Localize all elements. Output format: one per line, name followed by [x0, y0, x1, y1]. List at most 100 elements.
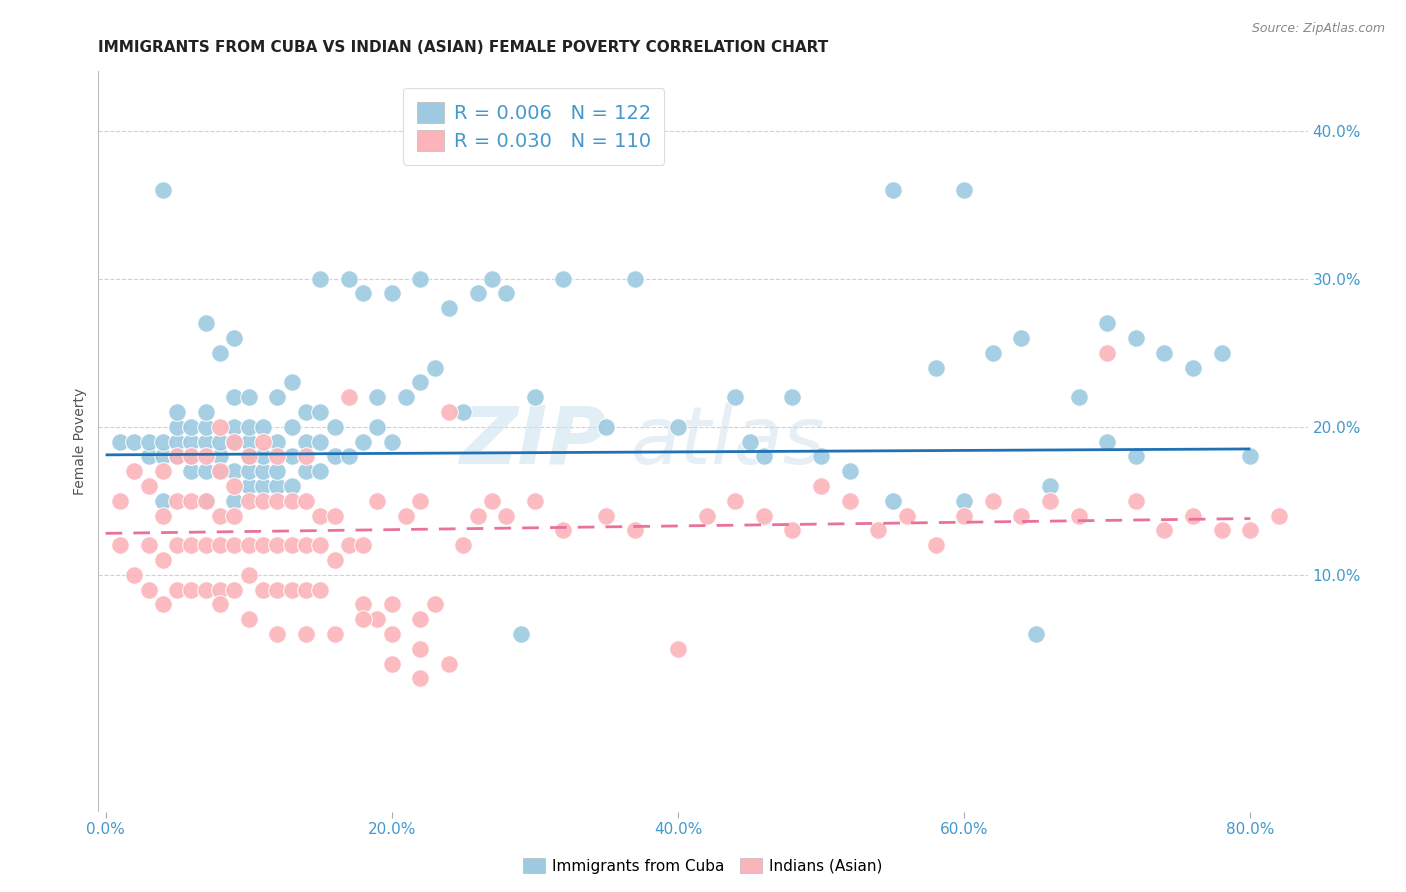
Point: [924, 360, 946, 375]
Point: [366, 612, 388, 626]
Point: [194, 538, 217, 552]
Point: [224, 390, 246, 404]
Point: [366, 390, 388, 404]
Point: [152, 493, 174, 508]
Point: [209, 508, 232, 523]
Point: [509, 627, 531, 641]
Point: [295, 434, 318, 449]
Point: [337, 271, 360, 285]
Point: [194, 582, 217, 597]
Point: [1182, 360, 1205, 375]
Point: [738, 434, 761, 449]
Point: [423, 360, 446, 375]
Point: [409, 641, 432, 656]
Point: [423, 598, 446, 612]
Point: [238, 450, 260, 464]
Point: [166, 405, 188, 419]
Point: [108, 434, 131, 449]
Point: [266, 538, 288, 552]
Text: atlas: atlas: [630, 402, 825, 481]
Point: [266, 582, 288, 597]
Point: [595, 508, 617, 523]
Point: [194, 493, 217, 508]
Point: [467, 508, 489, 523]
Point: [224, 479, 246, 493]
Point: [152, 464, 174, 478]
Point: [209, 450, 232, 464]
Point: [138, 450, 160, 464]
Point: [409, 376, 432, 390]
Point: [166, 450, 188, 464]
Point: [309, 434, 332, 449]
Point: [180, 450, 202, 464]
Point: [1039, 479, 1062, 493]
Point: [624, 271, 647, 285]
Point: [252, 419, 274, 434]
Point: [194, 405, 217, 419]
Point: [309, 582, 332, 597]
Point: [224, 582, 246, 597]
Point: [280, 582, 302, 597]
Point: [595, 419, 617, 434]
Point: [882, 493, 904, 508]
Point: [1211, 345, 1233, 359]
Point: [666, 419, 689, 434]
Point: [437, 657, 460, 671]
Point: [295, 405, 318, 419]
Point: [295, 538, 318, 552]
Point: [280, 493, 302, 508]
Point: [1211, 524, 1233, 538]
Point: [180, 434, 202, 449]
Legend: R = 0.006   N = 122, R = 0.030   N = 110: R = 0.006 N = 122, R = 0.030 N = 110: [404, 88, 665, 165]
Point: [953, 493, 976, 508]
Point: [523, 390, 546, 404]
Text: IMMIGRANTS FROM CUBA VS INDIAN (ASIAN) FEMALE POVERTY CORRELATION CHART: IMMIGRANTS FROM CUBA VS INDIAN (ASIAN) F…: [98, 40, 828, 55]
Point: [1097, 316, 1119, 330]
Point: [224, 538, 246, 552]
Point: [352, 538, 374, 552]
Point: [252, 538, 274, 552]
Point: [295, 493, 318, 508]
Point: [224, 419, 246, 434]
Point: [409, 493, 432, 508]
Point: [209, 538, 232, 552]
Point: [953, 183, 976, 197]
Text: ZIP: ZIP: [458, 402, 606, 481]
Point: [882, 183, 904, 197]
Point: [224, 331, 246, 345]
Point: [1097, 345, 1119, 359]
Point: [810, 479, 832, 493]
Point: [409, 672, 432, 686]
Point: [1067, 508, 1090, 523]
Point: [309, 538, 332, 552]
Point: [495, 286, 517, 301]
Point: [624, 524, 647, 538]
Point: [1039, 493, 1062, 508]
Text: Source: ZipAtlas.com: Source: ZipAtlas.com: [1251, 22, 1385, 36]
Point: [295, 450, 318, 464]
Point: [395, 390, 418, 404]
Point: [1067, 390, 1090, 404]
Point: [209, 434, 232, 449]
Point: [224, 434, 246, 449]
Point: [953, 508, 976, 523]
Point: [122, 567, 145, 582]
Point: [724, 390, 747, 404]
Point: [1153, 345, 1175, 359]
Point: [981, 493, 1004, 508]
Point: [1097, 434, 1119, 449]
Point: [352, 286, 374, 301]
Point: [309, 508, 332, 523]
Point: [481, 493, 503, 508]
Point: [122, 464, 145, 478]
Point: [238, 479, 260, 493]
Point: [453, 538, 475, 552]
Point: [323, 450, 346, 464]
Point: [194, 434, 217, 449]
Point: [122, 434, 145, 449]
Point: [323, 627, 346, 641]
Point: [409, 271, 432, 285]
Point: [152, 598, 174, 612]
Point: [166, 493, 188, 508]
Point: [238, 538, 260, 552]
